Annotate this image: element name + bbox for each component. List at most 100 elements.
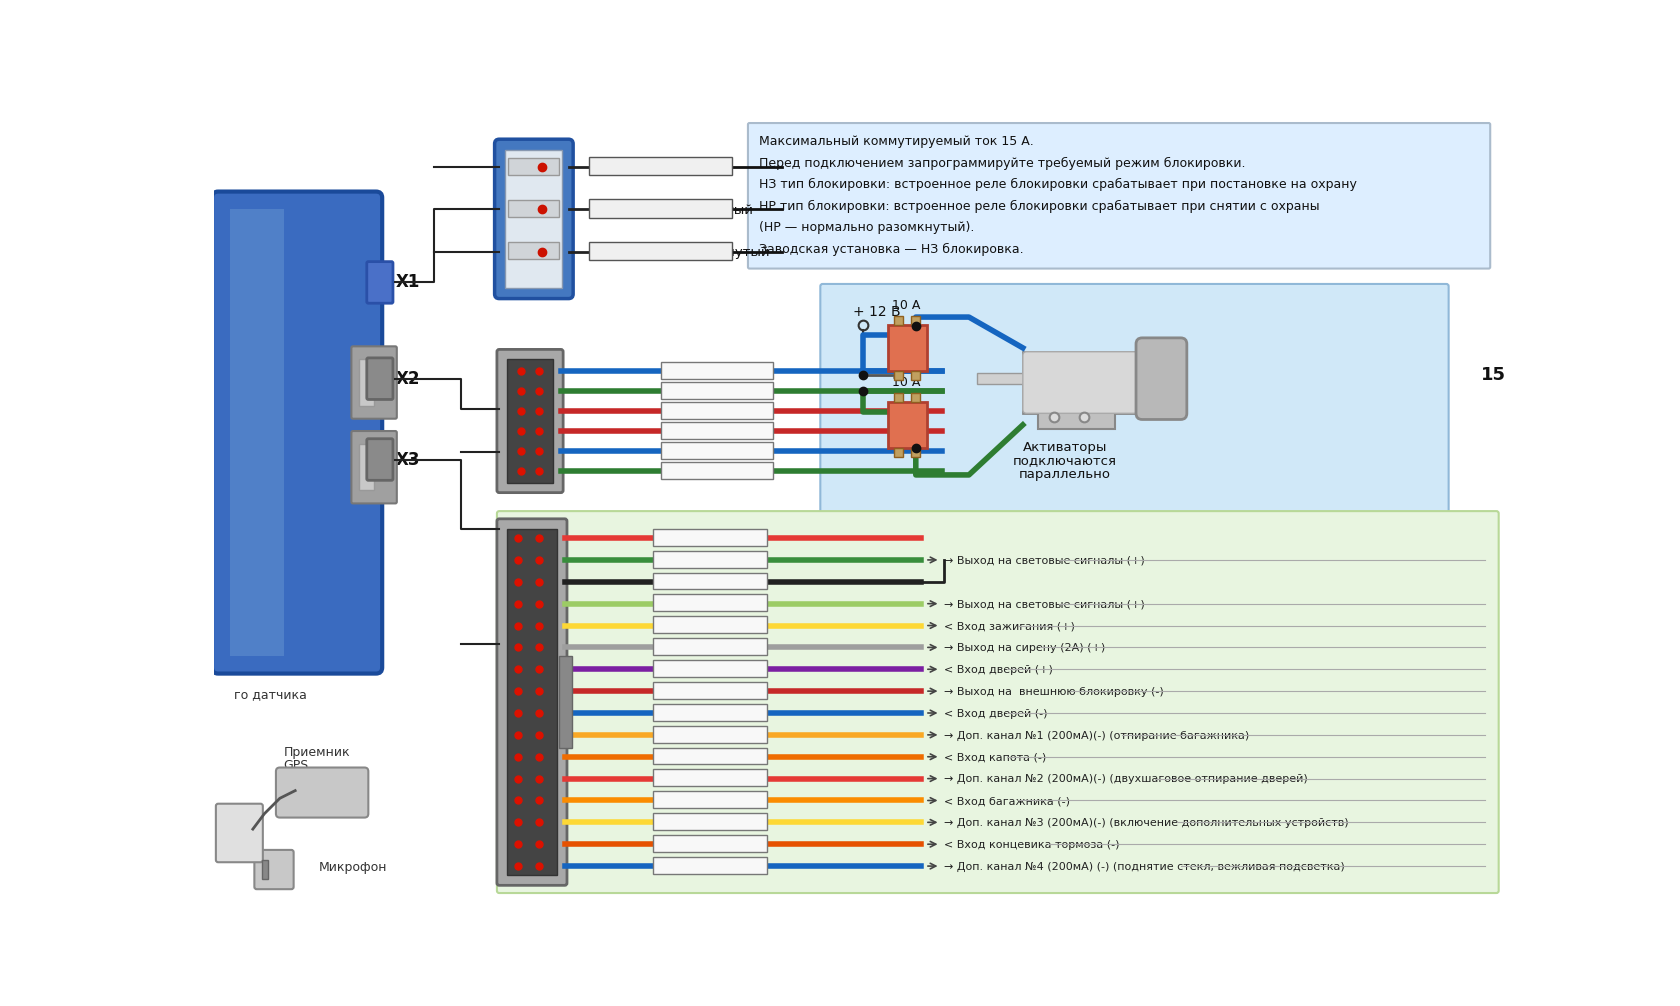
Text: серый: серый bbox=[657, 642, 696, 655]
Bar bbox=[654, 595, 766, 612]
Text: < Вход концевика тормоза (-): < Вход концевика тормоза (-) bbox=[944, 840, 1119, 850]
Text: X1: X1 bbox=[395, 274, 420, 292]
Bar bbox=[506, 150, 563, 288]
Text: го датчика: го датчика bbox=[234, 688, 306, 701]
Bar bbox=[660, 362, 773, 378]
Bar bbox=[360, 359, 375, 405]
Bar bbox=[894, 371, 902, 380]
Text: (НР — нормально разомкнутый).: (НР — нормально разомкнутый). bbox=[758, 221, 973, 234]
FancyBboxPatch shape bbox=[748, 123, 1490, 269]
FancyBboxPatch shape bbox=[820, 284, 1448, 542]
FancyBboxPatch shape bbox=[212, 191, 381, 674]
Text: черно-красный: черно-красный bbox=[665, 426, 759, 439]
Bar bbox=[507, 158, 559, 175]
Bar bbox=[654, 682, 766, 699]
Bar bbox=[654, 792, 766, 808]
Text: Активаторы: Активаторы bbox=[1023, 442, 1107, 455]
Text: → Доп. канал №2 (200мА)(-) (двухшаговое отпирание дверей): → Доп. канал №2 (200мА)(-) (двухшаговое … bbox=[944, 775, 1307, 785]
Text: → Выход на световые сигналы (+): → Выход на световые сигналы (+) bbox=[944, 555, 1144, 565]
FancyBboxPatch shape bbox=[351, 431, 396, 503]
Bar bbox=[230, 209, 284, 656]
FancyBboxPatch shape bbox=[1136, 338, 1186, 420]
Text: GPS: GPS bbox=[284, 760, 309, 773]
Bar bbox=[654, 704, 766, 720]
FancyBboxPatch shape bbox=[215, 804, 262, 862]
Bar bbox=[654, 550, 766, 567]
Text: < Вход капота (-): < Вход капота (-) bbox=[944, 752, 1047, 763]
Bar bbox=[507, 529, 556, 875]
Bar bbox=[911, 392, 921, 401]
Text: X2: X2 bbox=[395, 369, 420, 387]
Bar bbox=[360, 444, 375, 490]
Text: → Доп. канал №1 (200мА)(-) (отпирание багажника): → Доп. канал №1 (200мА)(-) (отпирание ба… bbox=[944, 730, 1248, 740]
Bar bbox=[1021, 352, 1152, 413]
Bar bbox=[507, 242, 559, 260]
Text: оранж.-фиолет.: оранж.-фиолет. bbox=[657, 838, 756, 851]
Text: желто-черный: желто-черный bbox=[657, 729, 748, 742]
Bar bbox=[654, 638, 766, 655]
Text: < Вход дверей (-): < Вход дверей (-) bbox=[944, 709, 1047, 718]
Text: О: О bbox=[225, 829, 239, 844]
Text: Микрофон: Микрофон bbox=[318, 861, 386, 874]
Text: черный: черный bbox=[657, 576, 704, 590]
Text: → Доп. канал №3 (200мА)(-) (включение дополнительных устройств): → Доп. канал №3 (200мА)(-) (включение до… bbox=[944, 818, 1347, 828]
Text: красный: красный bbox=[657, 532, 711, 545]
Text: сине-красный: сине-красный bbox=[657, 664, 744, 677]
Bar bbox=[507, 200, 559, 217]
Bar bbox=[887, 401, 926, 448]
Text: X3: X3 bbox=[395, 451, 420, 469]
Text: Максимальный коммутируемый ток 15 А.: Максимальный коммутируемый ток 15 А. bbox=[758, 135, 1033, 148]
Text: Перед подключением запрограммируйте требуемый режим блокировки.: Перед подключением запрограммируйте треб… bbox=[758, 157, 1245, 170]
Text: желто-красный: желто-красный bbox=[657, 773, 754, 786]
Bar bbox=[590, 241, 731, 261]
Text: → Выход на сирену (2А) (+): → Выход на сирену (2А) (+) bbox=[944, 643, 1105, 653]
Text: Приемник: Приемник bbox=[284, 745, 349, 759]
Bar bbox=[558, 656, 571, 748]
Bar bbox=[507, 359, 553, 483]
FancyBboxPatch shape bbox=[351, 346, 396, 418]
Text: < Вход дверей (+): < Вход дверей (+) bbox=[944, 665, 1053, 675]
Text: НЗ тип блокировки: встроенное реле блокировки срабатывает при постановке на охра: НЗ тип блокировки: встроенное реле блоки… bbox=[758, 178, 1356, 191]
Text: → Доп. канал №4 (200мА) (-) (поднятие стекл, вежливая подсветка): → Доп. канал №4 (200мА) (-) (поднятие ст… bbox=[944, 862, 1344, 872]
Bar bbox=[654, 572, 766, 590]
Bar bbox=[911, 371, 921, 380]
Bar bbox=[654, 660, 766, 677]
FancyBboxPatch shape bbox=[497, 511, 1499, 893]
Text: зелено-черный: зелено-черный bbox=[665, 466, 759, 478]
Text: параллельно: параллельно bbox=[1018, 468, 1110, 481]
Text: нормально замкнутый: нормально замкнутый bbox=[595, 203, 753, 216]
Text: + 12 В: + 12 В bbox=[853, 305, 900, 319]
Bar bbox=[894, 392, 902, 401]
Text: сине-черный: сине-черный bbox=[665, 446, 746, 459]
Text: оранжево-белый: оранжево-белый bbox=[657, 795, 763, 808]
Bar bbox=[590, 199, 731, 217]
Bar bbox=[654, 813, 766, 830]
Text: оранжево-серый: оранжево-серый bbox=[657, 751, 761, 764]
Bar bbox=[1038, 405, 1114, 429]
Text: черно-красный: черно-красный bbox=[657, 685, 751, 698]
Bar bbox=[660, 442, 773, 459]
Text: желтый: желтый bbox=[657, 620, 707, 633]
Bar bbox=[654, 725, 766, 742]
Text: сине-черный: сине-черный bbox=[657, 707, 738, 720]
Text: → Выход на световые сигналы (+): → Выход на световые сигналы (+) bbox=[944, 600, 1144, 610]
Bar bbox=[654, 747, 766, 765]
Bar bbox=[654, 617, 766, 633]
FancyBboxPatch shape bbox=[1021, 352, 1152, 413]
Bar bbox=[976, 373, 1026, 384]
Bar bbox=[654, 857, 766, 874]
Text: 15: 15 bbox=[1480, 366, 1505, 384]
FancyBboxPatch shape bbox=[276, 768, 368, 818]
Text: нормально разомкнутый: нормально разомкнутый bbox=[595, 245, 769, 259]
Bar bbox=[660, 401, 773, 418]
Text: НР тип блокировки: встроенное реле блокировки срабатывает при снятии с охраны: НР тип блокировки: встроенное реле блоки… bbox=[758, 199, 1319, 212]
Bar bbox=[262, 860, 269, 879]
Text: зеленый: зеленый bbox=[665, 385, 719, 398]
Bar bbox=[654, 529, 766, 546]
FancyBboxPatch shape bbox=[497, 519, 566, 885]
Bar bbox=[660, 381, 773, 398]
Text: 10 А: 10 А bbox=[892, 299, 919, 312]
Text: зелено-черный: зелено-черный bbox=[657, 554, 751, 567]
Bar bbox=[887, 325, 926, 371]
Text: подключаются: подключаются bbox=[1013, 455, 1117, 468]
